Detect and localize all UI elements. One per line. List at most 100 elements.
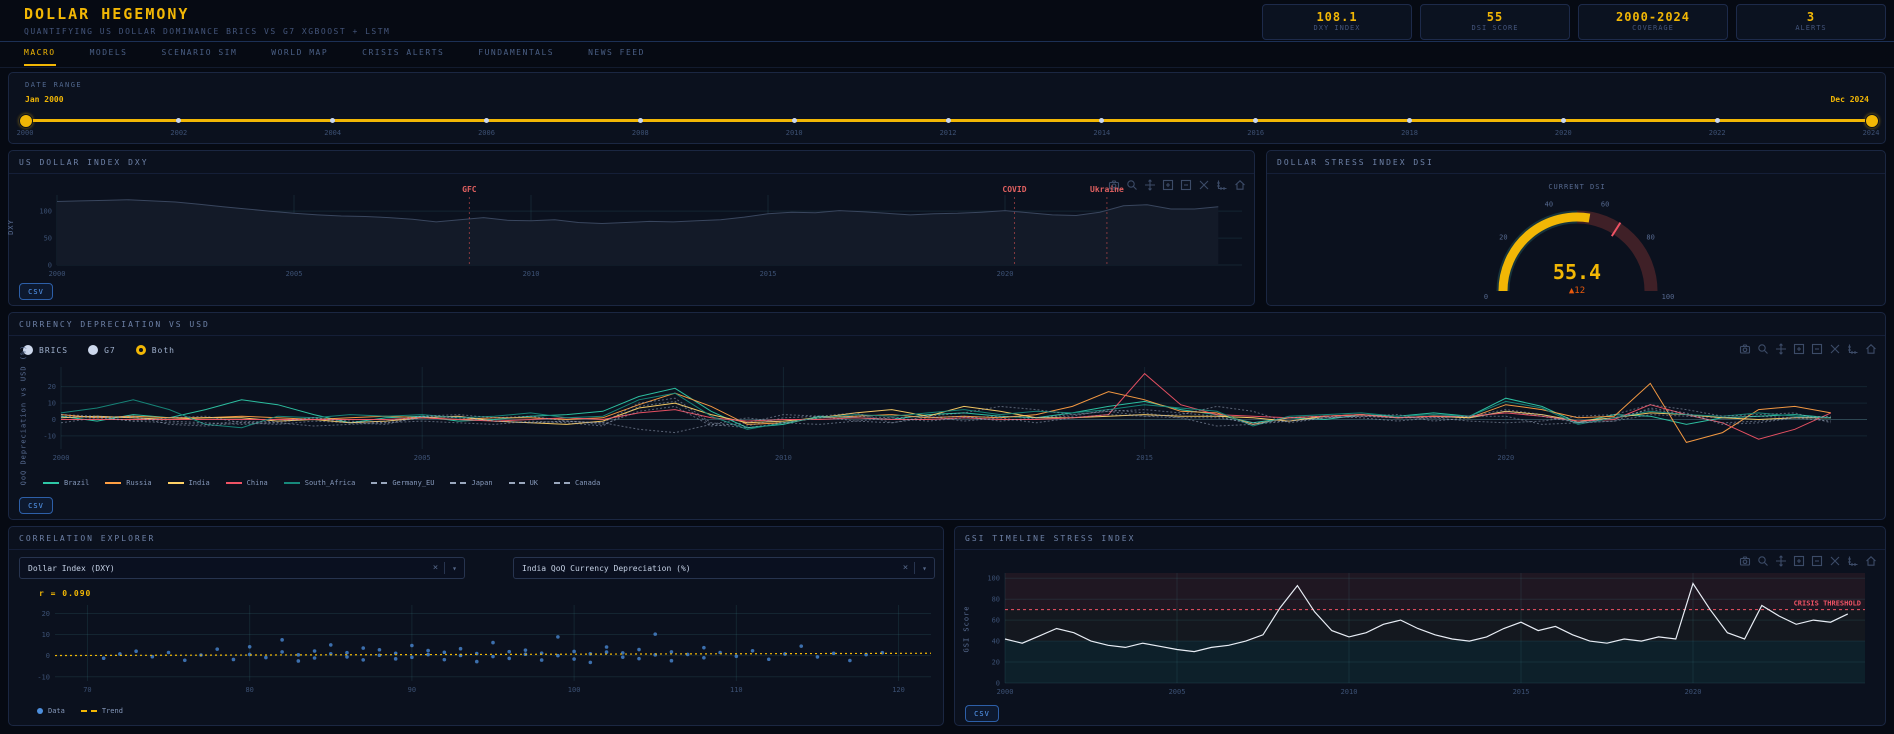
y-variable-dropdown[interactable]: India QoQ Currency Depreciation (%) × ▾ — [513, 557, 935, 579]
svg-text:2000: 2000 — [53, 454, 70, 462]
legend-item-russia[interactable]: Russia — [105, 479, 151, 487]
zoom-icon[interactable] — [1757, 343, 1769, 355]
currency-legend: Brazil Russia India China South_Africa German… — [43, 479, 600, 487]
legend-item-south_africa[interactable]: South_Africa — [284, 479, 356, 487]
camera-icon[interactable] — [1739, 343, 1751, 355]
gsi-modebar — [1739, 555, 1877, 567]
svg-text:100: 100 — [987, 575, 1000, 583]
autoscale-icon[interactable] — [1829, 555, 1841, 567]
tab-fundamentals[interactable]: FUNDAMENTALS — [478, 48, 554, 66]
legend-item-brazil[interactable]: Brazil — [43, 479, 89, 487]
zoom-out-icon[interactable] — [1811, 343, 1823, 355]
svg-text:40: 40 — [992, 638, 1000, 646]
svg-text:70: 70 — [83, 686, 91, 694]
zoom-out-icon[interactable] — [1811, 555, 1823, 567]
tab-world-map[interactable]: WORLD MAP — [271, 48, 328, 66]
svg-text:-10: -10 — [37, 673, 50, 681]
svg-text:2010: 2010 — [523, 270, 540, 278]
reset-axes-icon[interactable] — [1847, 555, 1859, 567]
legend-label: China — [247, 479, 268, 487]
radio-brics[interactable]: BRICS — [23, 345, 68, 355]
legend-item-germany_eu[interactable]: Germany_EU — [371, 479, 434, 487]
currency-csv-button[interactable]: CSV — [19, 497, 53, 514]
slider-handle-start[interactable] — [19, 114, 33, 128]
autoscale-icon[interactable] — [1829, 343, 1841, 355]
reset-axes-icon[interactable] — [1847, 343, 1859, 355]
legend-swatch — [168, 482, 184, 484]
dxy-csv-button[interactable]: CSV — [19, 283, 53, 300]
currency-y-axis-label: QoQ Depreciation vs USD (%) — [19, 345, 27, 486]
legend-swatch — [81, 710, 97, 712]
pan-icon[interactable] — [1775, 343, 1787, 355]
svg-text:GFC: GFC — [462, 185, 477, 194]
svg-text:Ukraine: Ukraine — [1090, 184, 1124, 194]
chevron-down-icon[interactable]: ▾ — [915, 564, 934, 573]
svg-text:100: 100 — [1662, 293, 1675, 301]
radio-g7[interactable]: G7 — [88, 345, 116, 355]
legend-item-china[interactable]: China — [226, 479, 268, 487]
home-icon[interactable] — [1865, 555, 1877, 567]
chevron-down-icon[interactable]: ▾ — [445, 564, 464, 573]
tab-bar-divider — [0, 67, 1894, 68]
zoom-in-icon[interactable] — [1793, 555, 1805, 567]
legend-label: Trend — [102, 707, 123, 715]
slider-handle-end[interactable] — [1865, 114, 1879, 128]
tab-scenario-sim[interactable]: SCENARIO SIM — [162, 48, 238, 66]
tab-news-feed[interactable]: NEWS FEED — [588, 48, 645, 66]
clear-icon[interactable]: × — [897, 563, 914, 573]
legend-item-trend[interactable]: Trend — [81, 707, 123, 715]
tab-macro[interactable]: MACRO — [24, 48, 56, 66]
svg-text:2000: 2000 — [997, 688, 1014, 696]
date-range-slider[interactable] — [25, 119, 1869, 122]
dsi-gauge-panel-title: DOLLAR STRESS INDEX DSI — [1267, 151, 1885, 174]
svg-text:2020: 2020 — [997, 270, 1014, 278]
dxy-chart[interactable]: 10050020002005201020152020GFCCOVIDUkrain… — [37, 183, 1248, 279]
gsi-chart[interactable]: 02040608010020002005201020152020CRISIS T… — [981, 567, 1875, 699]
legend-marker-dot — [37, 708, 43, 714]
svg-text:2020: 2020 — [1497, 454, 1514, 462]
header-stats: 108.1DXY INDEX55DSI SCORE2000-2024COVERA… — [1262, 4, 1886, 40]
svg-text:60: 60 — [992, 617, 1000, 625]
svg-text:20: 20 — [1499, 234, 1507, 242]
slider-tick — [1561, 118, 1566, 123]
svg-text:2010: 2010 — [775, 454, 792, 462]
stat-value: 55 — [1487, 11, 1503, 24]
x-variable-value: Dollar Index (DXY) — [20, 564, 427, 573]
pan-icon[interactable] — [1775, 555, 1787, 567]
legend-swatch — [105, 482, 121, 484]
legend-item-japan[interactable]: Japan — [450, 479, 492, 487]
svg-text:2005: 2005 — [286, 270, 303, 278]
page-title: DOLLAR HEGEMONY — [24, 5, 189, 23]
svg-text:2005: 2005 — [1169, 688, 1186, 696]
svg-text:0: 0 — [996, 680, 1000, 688]
home-icon[interactable] — [1865, 343, 1877, 355]
legend-item-data[interactable]: Data — [37, 707, 65, 715]
stat-label: COVERAGE — [1632, 24, 1674, 33]
legend-swatch — [284, 482, 300, 484]
stat-label: DSI SCORE — [1472, 24, 1519, 33]
svg-text:40: 40 — [1545, 200, 1553, 208]
x-variable-dropdown[interactable]: Dollar Index (DXY) × ▾ — [19, 557, 465, 579]
tab-crisis-alerts[interactable]: CRISIS ALERTS — [362, 48, 444, 66]
gsi-csv-button[interactable]: CSV — [965, 705, 999, 722]
currency-group-radios: BRICS G7 Both — [23, 345, 175, 355]
radio-label: BRICS — [39, 346, 68, 355]
slider-year-label: 2016 — [1247, 129, 1264, 137]
zoom-in-icon[interactable] — [1793, 343, 1805, 355]
page-subtitle: QUANTIFYING US DOLLAR DOMINANCE BRICS VS… — [24, 27, 390, 36]
tab-models[interactable]: MODELS — [90, 48, 128, 66]
zoom-icon[interactable] — [1757, 555, 1769, 567]
stat-value: 3 — [1807, 11, 1815, 24]
clear-icon[interactable]: × — [427, 563, 444, 573]
currency-modebar — [1739, 343, 1877, 355]
svg-text:2015: 2015 — [1136, 454, 1153, 462]
legend-label: Germany_EU — [392, 479, 434, 487]
radio-both[interactable]: Both — [136, 345, 175, 355]
legend-item-uk[interactable]: UK — [509, 479, 538, 487]
slider-tick — [792, 118, 797, 123]
camera-icon[interactable] — [1739, 555, 1751, 567]
correlation-scatter-chart[interactable]: 20100-10708090100110120 — [35, 601, 937, 695]
legend-item-india[interactable]: India — [168, 479, 210, 487]
currency-chart[interactable]: 20100-1020002005201020152020 — [39, 363, 1875, 463]
legend-item-canada[interactable]: Canada — [554, 479, 600, 487]
